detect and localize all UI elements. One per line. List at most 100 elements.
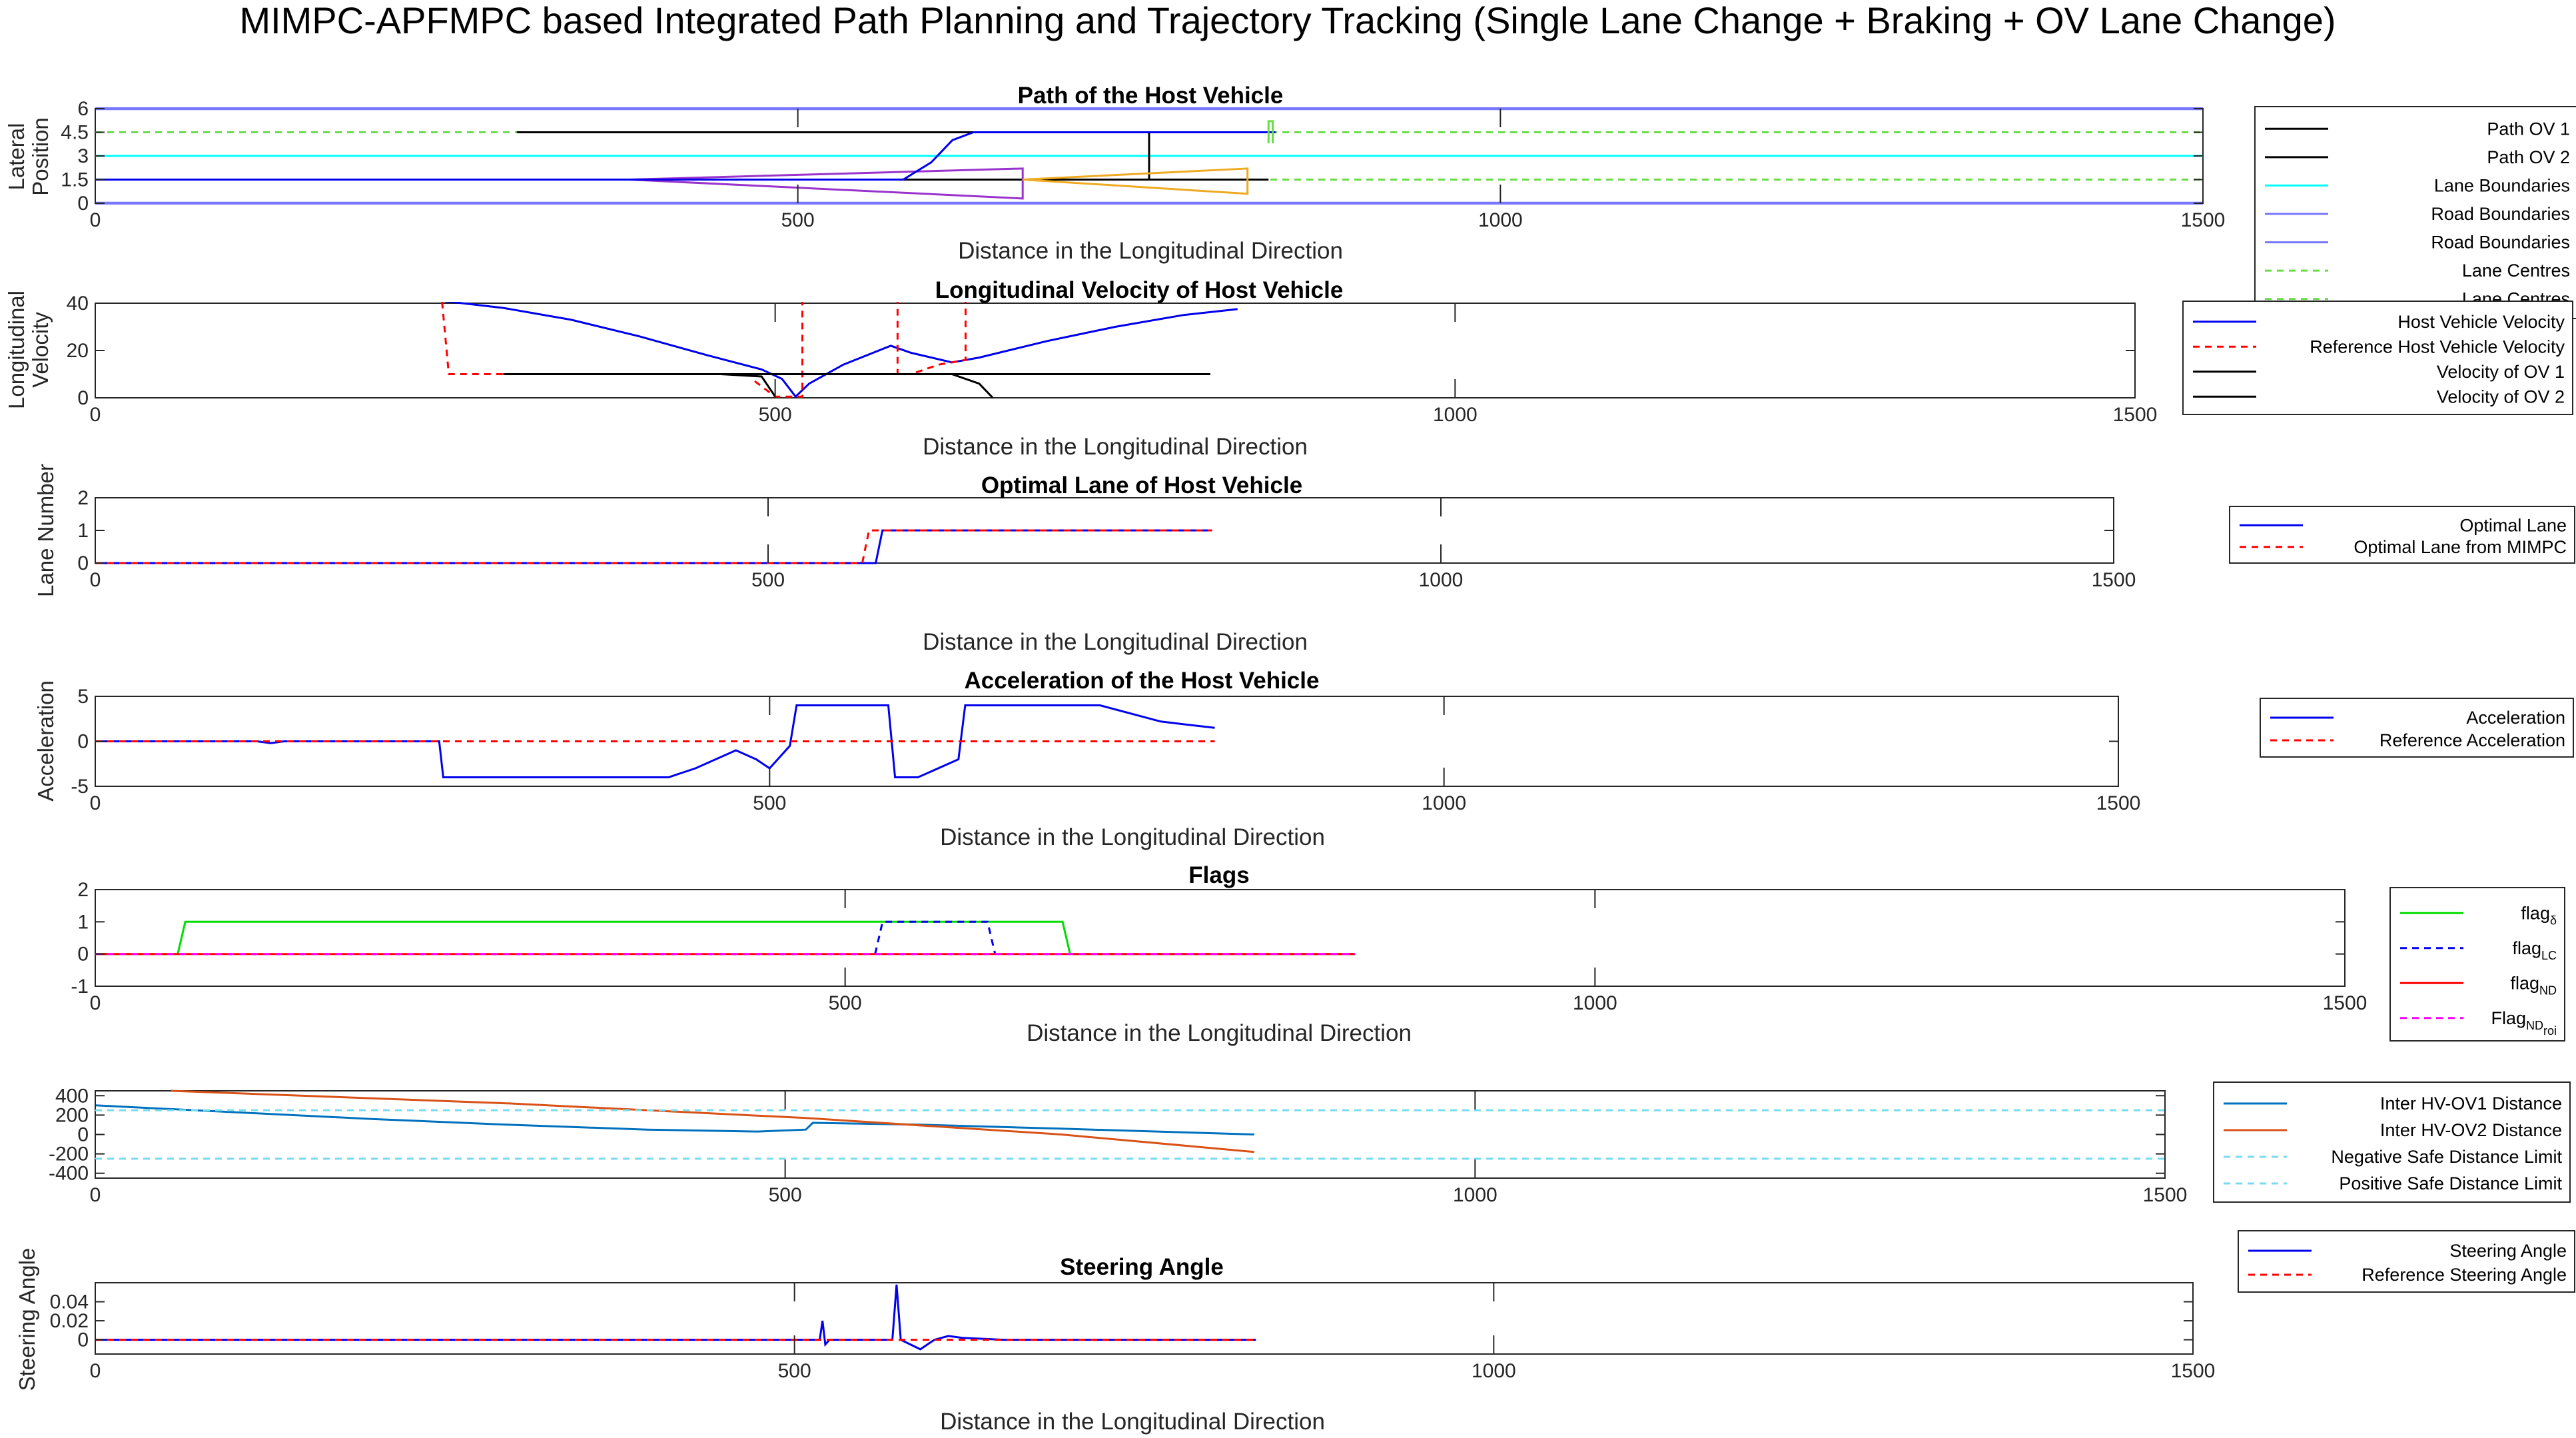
velocity-series-0 — [95, 302, 1238, 398]
legend-label: Optimal Lane from MIMPC — [2354, 537, 2567, 557]
y-tick-label: 0 — [77, 387, 89, 409]
legend-label: Acceleration — [2466, 708, 2565, 728]
legend-label: Inter HV-OV1 Distance — [2380, 1093, 2562, 1113]
flags-series-1 — [874, 920, 997, 955]
y-axis-label: LateralPosition — [4, 117, 53, 195]
legend-label: Road Boundaries — [2431, 204, 2570, 224]
y-axis-label: Steering Angle — [15, 1248, 39, 1391]
y-tick-label: 0 — [77, 1329, 89, 1351]
x-tick-label: 500 — [751, 569, 785, 591]
y-tick-label: 0 — [77, 193, 89, 215]
plot-area — [95, 303, 2136, 398]
x-tick-label: 0 — [90, 1360, 101, 1382]
path-chart: 0 500 1000 1500 01.534.56 Path of the Host Ve… — [4, 83, 2576, 319]
flags-title: Flags — [1188, 862, 1249, 888]
lane-title: Optimal Lane of Host Vehicle — [981, 472, 1302, 498]
legend-label: Road Boundaries — [2431, 233, 2570, 253]
lane-series-1 — [95, 529, 1212, 564]
y-axis-label: Lane Number — [33, 464, 58, 597]
path-series-6 — [516, 131, 1269, 181]
y-tick-label: 1 — [77, 911, 89, 933]
series-group — [95, 107, 2203, 205]
path-series-7 — [629, 167, 1024, 200]
legend-box — [2213, 1081, 2571, 1203]
y-tick-label: 200 — [55, 1104, 89, 1126]
series-group — [95, 920, 1356, 956]
y-tick-label: 20 — [67, 340, 89, 362]
legend-label: Steering Angle — [2449, 1241, 2567, 1261]
x-tick-label: 1000 — [1472, 1360, 1516, 1382]
x-tick-label: 0 — [90, 1184, 101, 1206]
path-title: Path of the Host Vehicle — [1018, 83, 1284, 109]
y-tick-label: 0 — [77, 552, 89, 574]
legend-label: flagδ — [2521, 903, 2557, 927]
x-tick-label: 1500 — [2181, 209, 2226, 231]
y-tick-label: -1 — [71, 976, 89, 998]
legend-box — [2182, 301, 2573, 415]
y-tick-label: 2 — [77, 487, 89, 509]
legend-label: Path OV 2 — [2487, 147, 2570, 167]
y-tick-label: 3 — [77, 145, 89, 167]
velocity-series-5 — [857, 373, 994, 399]
x-tick-label: 1000 — [1422, 792, 1466, 814]
path-legend: Path OV 1 Path OV 2 Lane Boundaries Road Bo… — [2254, 106, 2576, 319]
y-tick-label: 0.04 — [50, 1291, 89, 1313]
y-axis-label: LongitudinalVelocity — [4, 291, 53, 409]
lane-chart: 0 500 1000 1500 0 1 2 Optimal Lane of Host Vehi… — [33, 464, 2575, 655]
steer-legend: Steering Angle Reference Steering Angle — [2238, 1230, 2575, 1293]
series-group — [95, 1284, 1256, 1351]
x-tick-label: 0 — [90, 992, 101, 1014]
path-series-10 — [1267, 120, 1274, 144]
x-tick-label: 500 — [781, 209, 815, 231]
x-tick-label: 1500 — [2143, 1184, 2188, 1206]
x-tick-label: 1000 — [1453, 1184, 1498, 1206]
y-tick-label: 400 — [55, 1085, 89, 1107]
plot-area — [95, 1282, 2194, 1355]
plot-area — [95, 889, 2346, 987]
x-tick-label: 1000 — [1573, 992, 1617, 1014]
x-axis-label: Distance in the Longitudinal Direction — [923, 434, 1308, 460]
x-tick-label: 1500 — [2113, 404, 2158, 426]
x-tick-label: 1500 — [2323, 992, 2367, 1014]
legend-label: Positive Safe Distance Limit — [2339, 1173, 2562, 1193]
x-tick-label: 0 — [90, 404, 101, 426]
y-tick-label: 6 — [77, 98, 89, 120]
legend-label: Velocity of OV 2 — [2437, 386, 2565, 406]
legend-label: Negative Safe Distance Limit — [2331, 1147, 2562, 1167]
series-group — [95, 529, 1212, 564]
series-group — [95, 1089, 2165, 1160]
legend-label: Inter HV-OV2 Distance — [2380, 1120, 2562, 1140]
velocity-title: Longitudinal Velocity of Host Vehicle — [935, 277, 1344, 303]
x-tick-label: 1500 — [2171, 1360, 2216, 1382]
legend-box — [2238, 1230, 2575, 1293]
legend-label: Path OV 1 — [2487, 119, 2570, 139]
steer-series-0 — [95, 1284, 1256, 1351]
legend-label: flagLC — [2512, 938, 2557, 962]
x-axis-label: Distance in the Longitudinal Direction — [958, 238, 1343, 264]
x-axis-label: Distance in the Longitudinal Direction — [1027, 1020, 1412, 1046]
velocity-legend: Host Vehicle Velocity Reference Host Vehi… — [2182, 301, 2573, 415]
y-tick-label: 4.5 — [61, 122, 89, 144]
legend-label: Reference Steering Angle — [2361, 1265, 2567, 1285]
x-tick-label: 1000 — [1419, 569, 1464, 591]
flags-legend: flagδ flagLC flagND FlagNDroi — [2389, 887, 2565, 1042]
velocity-series-4 — [720, 373, 776, 398]
accel-title: Acceleration of the Host Vehicle — [965, 668, 1320, 694]
y-tick-label: 1.5 — [61, 169, 89, 191]
x-tick-label: 500 — [769, 1184, 802, 1206]
legend-label: Velocity of OV 1 — [2437, 362, 2565, 382]
x-tick-label: 500 — [753, 792, 786, 814]
x-axis-label: Distance in the Longitudinal Direction — [940, 1409, 1325, 1435]
y-tick-label: 0 — [77, 944, 89, 966]
legend-label: Host Vehicle Velocity — [2397, 312, 2565, 332]
y-tick-label: -400 — [49, 1163, 89, 1185]
distance-series-1 — [171, 1089, 1255, 1153]
path-series-9 — [95, 131, 1276, 181]
y-tick-label: 1 — [77, 520, 89, 542]
